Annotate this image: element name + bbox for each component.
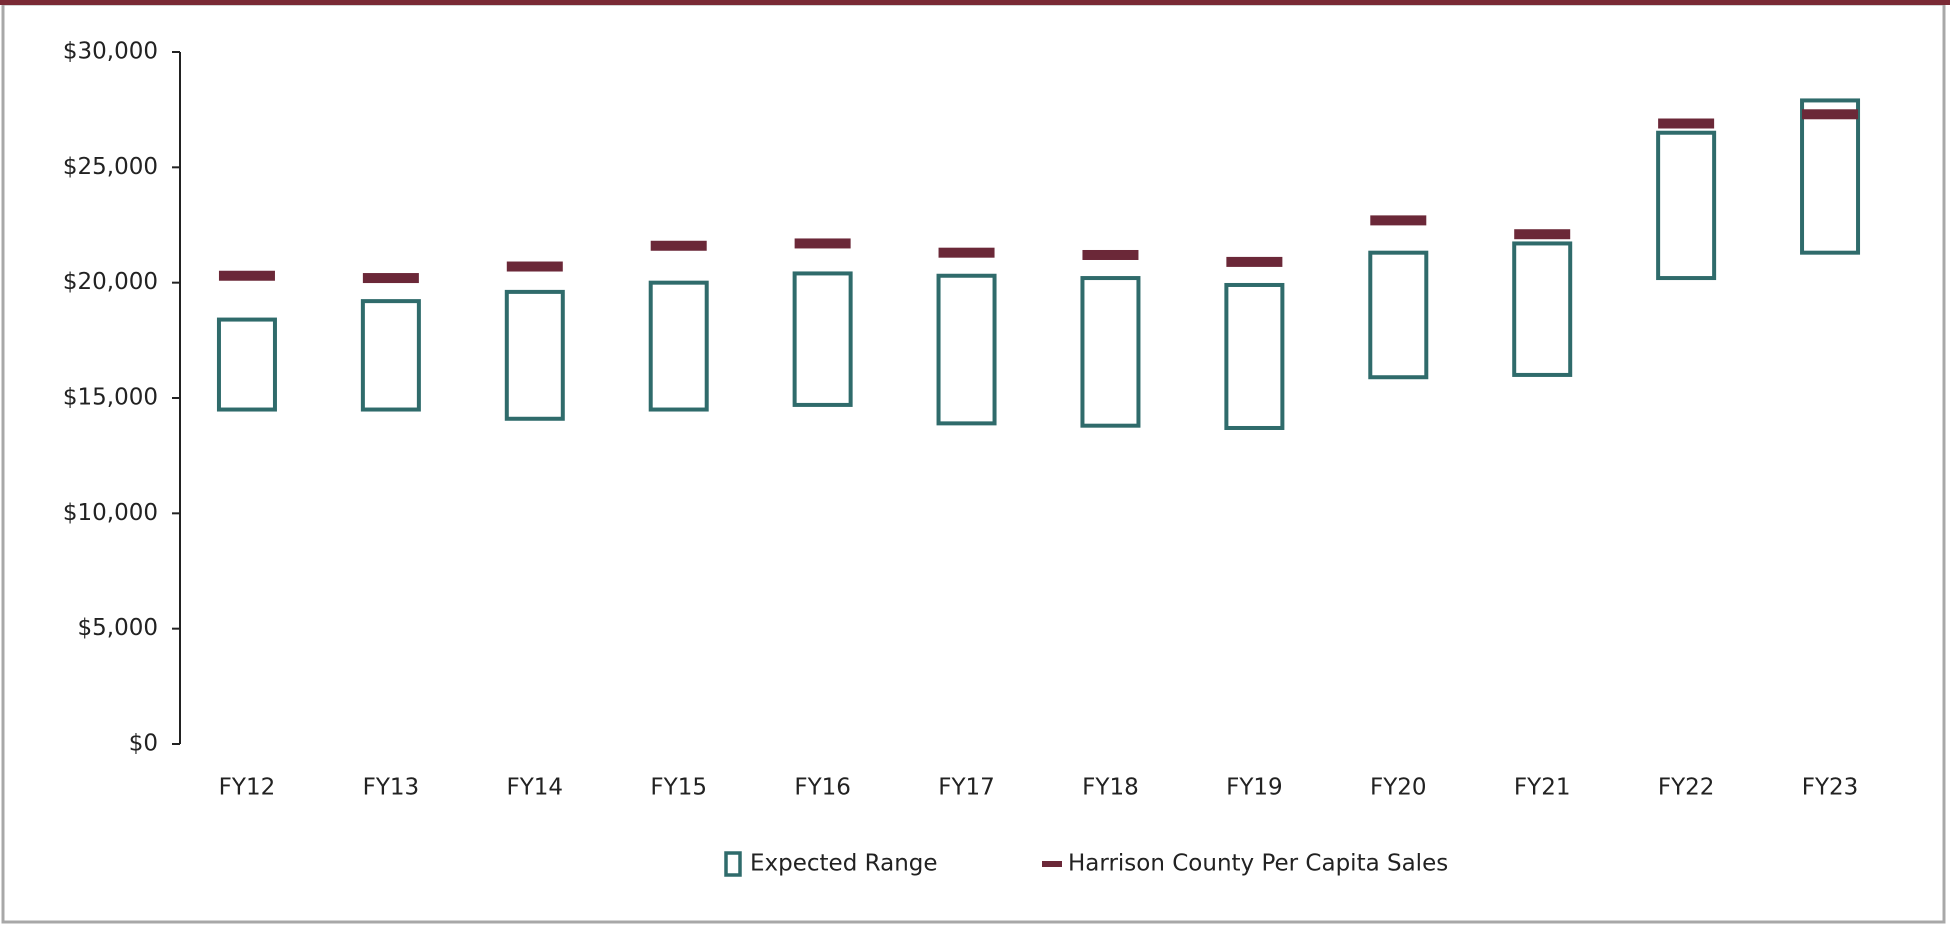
sales-marker	[1226, 256, 1283, 267]
sales-marker	[1658, 118, 1715, 129]
y-tick-label: $5,000	[78, 615, 158, 641]
sales-marker	[938, 247, 995, 258]
range-box	[360, 299, 421, 412]
range-box	[792, 271, 853, 407]
range-box	[1512, 241, 1573, 377]
y-tick-label: $0	[129, 731, 158, 757]
x-tick-label: FY20	[1370, 775, 1427, 801]
sales-marker	[362, 273, 419, 284]
y-tick-label: $10,000	[63, 500, 158, 526]
x-tick-label: FY21	[1514, 775, 1571, 801]
sales-marker	[650, 240, 707, 251]
range-box	[1800, 98, 1861, 255]
range-box	[1224, 282, 1285, 430]
x-tick-label: FY18	[1082, 775, 1139, 801]
sales-marker	[1514, 229, 1571, 240]
sales-marker	[1370, 215, 1427, 226]
legend-swatch	[724, 851, 742, 877]
sales-marker	[506, 261, 563, 272]
range-box	[648, 280, 709, 412]
y-tick-label: $20,000	[63, 269, 158, 295]
x-tick-label: FY22	[1658, 775, 1715, 801]
y-tick-label: $15,000	[63, 385, 158, 411]
range-box	[504, 289, 565, 421]
x-tick-label: FY16	[794, 775, 851, 801]
legend-label: Harrison County Per Capita Sales	[1068, 851, 1448, 877]
x-tick-label: FY19	[1226, 775, 1283, 801]
x-tick-label: FY23	[1802, 775, 1859, 801]
x-tick-label: FY14	[507, 775, 564, 801]
y-tick-label: $25,000	[63, 154, 158, 180]
range-box	[1080, 276, 1141, 428]
sales-marker	[1082, 249, 1139, 260]
x-tick-label: FY13	[363, 775, 420, 801]
x-tick-label: FY15	[650, 775, 707, 801]
range-box	[1368, 250, 1429, 380]
sales-marker	[794, 238, 851, 249]
sales-marker	[1802, 109, 1859, 120]
top-band	[0, 0, 1950, 5]
legend-label: Expected Range	[750, 851, 938, 877]
legend-swatch	[1042, 861, 1062, 867]
sales-marker	[218, 270, 275, 281]
range-box	[1656, 130, 1717, 281]
x-tick-label: FY12	[219, 775, 276, 801]
y-tick-label: $30,000	[63, 39, 158, 65]
range-box	[936, 273, 997, 426]
range-box	[216, 317, 277, 412]
x-tick-label: FY17	[938, 775, 995, 801]
